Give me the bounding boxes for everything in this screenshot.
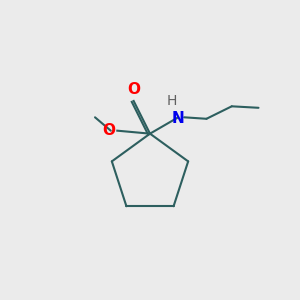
- Text: O: O: [127, 82, 140, 98]
- Text: H: H: [167, 94, 177, 108]
- Text: N: N: [172, 111, 184, 126]
- Text: O: O: [102, 123, 115, 138]
